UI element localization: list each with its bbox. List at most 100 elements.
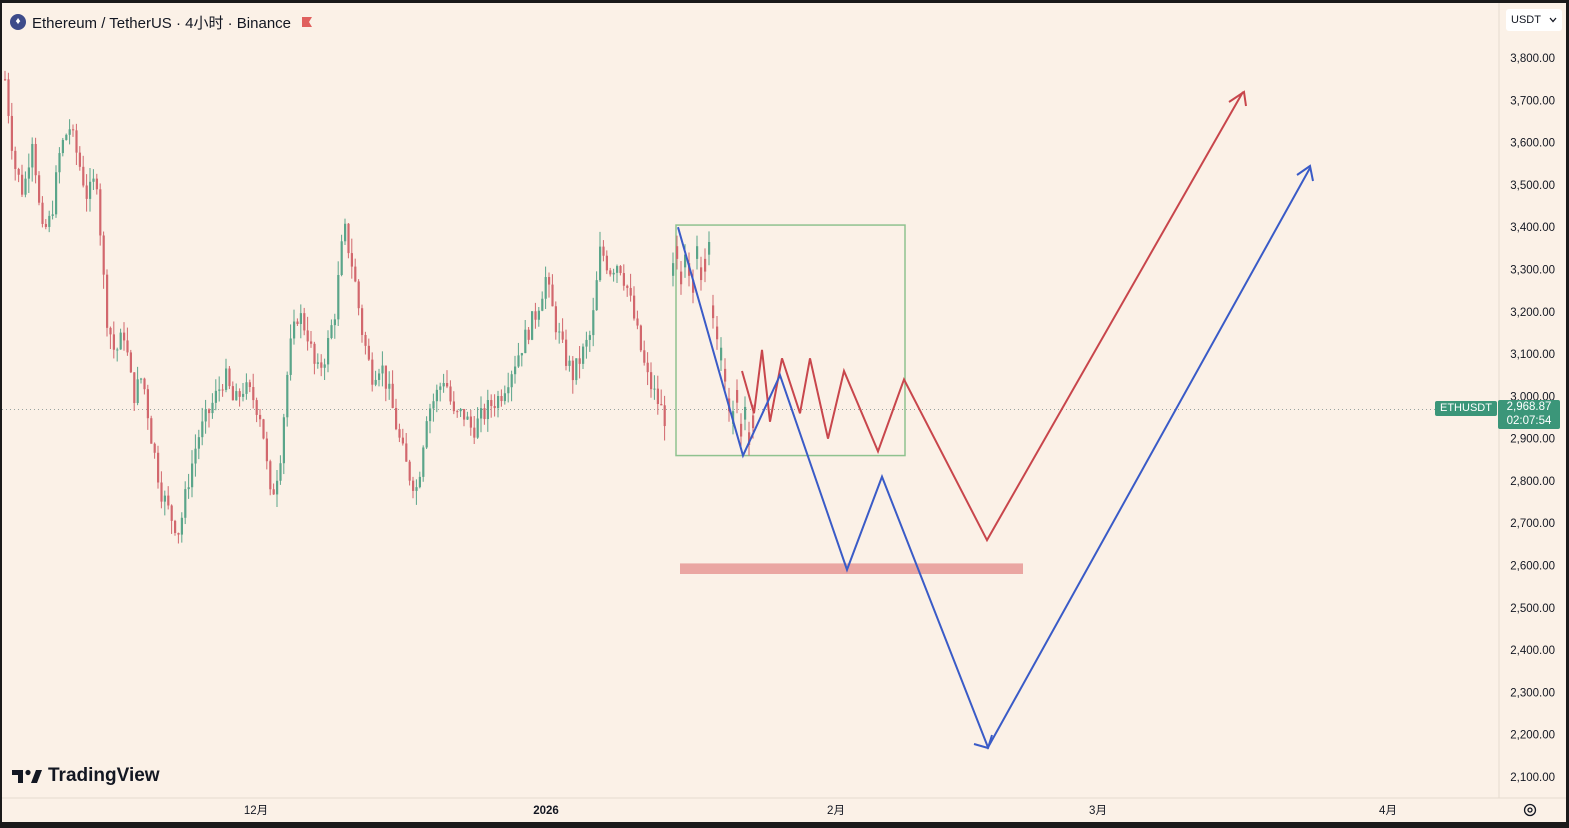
candle-body bbox=[582, 346, 585, 364]
candle-body bbox=[708, 241, 711, 255]
price-chart[interactable]: 3,800.00 3,700.00 3,600.00 3,500.00 3,400.00… bbox=[2, 3, 1566, 822]
x-tick-label: 2026 bbox=[533, 805, 559, 817]
candle-body bbox=[116, 349, 119, 351]
candle-body bbox=[299, 313, 302, 325]
candle-body bbox=[442, 382, 445, 387]
currency-select[interactable]: USDT bbox=[1506, 9, 1562, 31]
candle-body bbox=[439, 386, 442, 390]
candle-body bbox=[313, 343, 316, 364]
candle-body bbox=[520, 353, 523, 356]
candle-body bbox=[473, 427, 476, 438]
candle-body bbox=[650, 372, 653, 390]
candle-body bbox=[55, 172, 58, 215]
candle-body bbox=[109, 327, 112, 335]
candle-body bbox=[435, 389, 438, 402]
candle-body bbox=[561, 331, 564, 340]
candle-body bbox=[422, 447, 425, 477]
candle-body bbox=[514, 366, 517, 375]
candle-body bbox=[503, 393, 506, 402]
candle-body bbox=[537, 310, 540, 320]
candle-body bbox=[102, 235, 105, 275]
candle-body bbox=[306, 330, 309, 342]
candle-body bbox=[252, 387, 255, 401]
candle-body bbox=[248, 382, 251, 388]
candle-body bbox=[140, 378, 143, 380]
candle-body bbox=[712, 305, 715, 319]
candle-body bbox=[316, 362, 319, 364]
candle-body bbox=[95, 178, 98, 190]
blue-projection-path[interactable] bbox=[677, 167, 1311, 750]
tradingview-logo[interactable]: TradingView bbox=[12, 765, 160, 787]
candle-body bbox=[388, 383, 391, 389]
candle-body bbox=[245, 382, 248, 394]
candle-body bbox=[265, 438, 268, 462]
candle-body bbox=[497, 396, 500, 409]
candle-body bbox=[44, 223, 47, 227]
candle-body bbox=[347, 223, 350, 254]
chart-title: Ethereum / TetherUS · 4小时 · Binance bbox=[32, 14, 291, 32]
candle-body bbox=[58, 153, 61, 173]
candle-body bbox=[4, 79, 7, 81]
candle-body bbox=[736, 390, 739, 403]
blue-arrowhead-down bbox=[973, 734, 993, 750]
y-tick-label: 2,600.00 bbox=[1510, 561, 1555, 573]
candle-body bbox=[296, 321, 299, 325]
candle-body bbox=[279, 463, 282, 481]
y-tick-label: 3,500.00 bbox=[1510, 180, 1555, 192]
y-tick-label: 2,200.00 bbox=[1510, 730, 1555, 742]
y-tick-label: 2,300.00 bbox=[1510, 687, 1555, 699]
candle-body bbox=[327, 338, 330, 365]
candle-body bbox=[78, 152, 81, 167]
candle-body bbox=[197, 437, 200, 449]
candle-body bbox=[276, 480, 279, 495]
candle-body bbox=[191, 463, 194, 488]
candle-body bbox=[748, 432, 751, 445]
candle-body bbox=[558, 331, 561, 333]
candle-body bbox=[7, 79, 10, 116]
candle-body bbox=[293, 321, 296, 339]
y-tick-label: 2,100.00 bbox=[1510, 772, 1555, 784]
candle-body bbox=[350, 253, 353, 267]
x-tick-label: 4月 bbox=[1379, 805, 1397, 817]
settings-gear-icon[interactable] bbox=[1521, 801, 1539, 819]
candle-body bbox=[330, 325, 333, 339]
candle-body bbox=[643, 350, 646, 363]
candle-body bbox=[429, 408, 432, 422]
candle-body bbox=[636, 318, 639, 326]
candle-body bbox=[405, 443, 408, 462]
candle-body bbox=[534, 311, 537, 320]
x-tick-label: 2月 bbox=[827, 805, 845, 817]
candle-body bbox=[612, 272, 615, 275]
candle-body bbox=[133, 372, 136, 404]
y-tick-label: 3,300.00 bbox=[1510, 264, 1555, 276]
candle-body bbox=[398, 429, 401, 438]
candle-body bbox=[89, 181, 92, 199]
candle-body bbox=[660, 403, 663, 406]
candle-body bbox=[724, 368, 727, 382]
candle-body bbox=[153, 443, 156, 453]
candle-body bbox=[323, 364, 326, 368]
candle-body bbox=[157, 452, 160, 483]
y-tick-label: 3,400.00 bbox=[1510, 222, 1555, 234]
red-flag-icon[interactable] bbox=[301, 16, 313, 28]
candle-body bbox=[68, 129, 71, 135]
candle-body bbox=[527, 329, 530, 340]
candle-body bbox=[208, 409, 211, 414]
consolidation-box[interactable] bbox=[675, 224, 906, 457]
candle-body bbox=[684, 254, 687, 268]
candle-body bbox=[568, 360, 571, 366]
candle-body bbox=[653, 388, 656, 390]
y-tick-label: 3,800.00 bbox=[1510, 53, 1555, 65]
support-zone[interactable] bbox=[680, 563, 1023, 574]
y-tick-label: 2,800.00 bbox=[1510, 476, 1555, 488]
candle-body bbox=[211, 402, 214, 414]
red-projection-path[interactable] bbox=[741, 91, 1244, 543]
candle-body bbox=[177, 533, 180, 535]
candle-body bbox=[51, 214, 54, 216]
candle-body bbox=[17, 168, 20, 175]
candle-body bbox=[680, 271, 683, 285]
candle-body bbox=[588, 335, 591, 340]
candle-body bbox=[14, 150, 17, 169]
candle-body bbox=[469, 416, 472, 428]
candle-body bbox=[452, 401, 455, 412]
